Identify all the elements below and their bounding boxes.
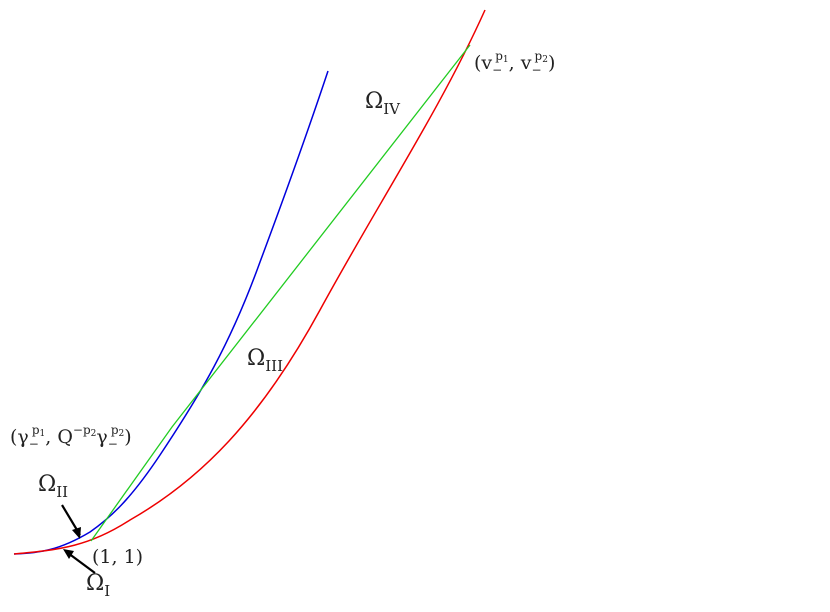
label-omega-ii: ΩII — [38, 472, 68, 501]
label-point-v: (v−p1, v−p2) — [474, 49, 555, 77]
label-omega-iv: ΩIV — [365, 89, 401, 118]
arrow-omega-i — [63, 549, 96, 574]
green-line — [90, 44, 471, 542]
blue-curve — [13, 70, 329, 555]
arrow-omega-ii — [61, 504, 81, 539]
label-omega-i: ΩI — [86, 571, 110, 600]
label-point-gamma: (γ−p1, Q−p2γ−p2) — [10, 423, 132, 451]
red-curve — [13, 9, 486, 555]
label-point-unit: (1, 1) — [92, 546, 143, 568]
label-omega-iii: ΩIII — [247, 346, 283, 375]
